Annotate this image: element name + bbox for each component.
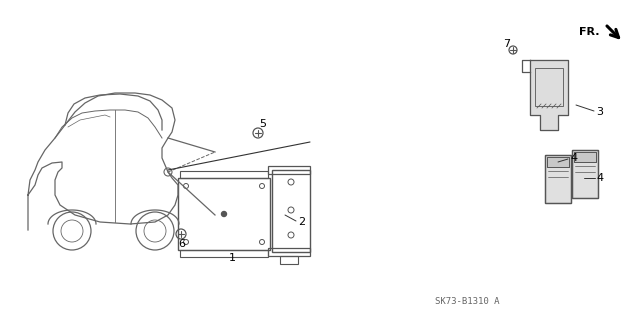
Text: 2: 2 [298,217,305,227]
Text: 5: 5 [259,119,266,129]
Bar [572,150,598,198]
Bar [268,248,310,256]
Bar [545,155,571,203]
Text: 7: 7 [504,39,511,49]
Text: 4: 4 [570,153,577,163]
Bar [180,250,268,257]
Bar [574,152,596,162]
Bar [574,152,596,162]
Text: 6: 6 [179,239,186,249]
Text: 3: 3 [596,107,604,117]
Bar [178,178,270,250]
Bar [547,157,569,167]
Bar [535,68,563,106]
Circle shape [221,211,227,217]
Text: 4: 4 [596,173,604,183]
Polygon shape [530,60,568,130]
Text: 1: 1 [228,253,236,263]
Text: FR.: FR. [579,27,599,37]
Bar [272,170,310,252]
Bar [545,155,571,203]
Bar [268,166,310,174]
Bar [547,157,569,167]
Bar [280,256,298,264]
Text: SK73-B1310 A: SK73-B1310 A [435,297,499,306]
Bar [572,150,598,198]
Bar [180,171,268,178]
